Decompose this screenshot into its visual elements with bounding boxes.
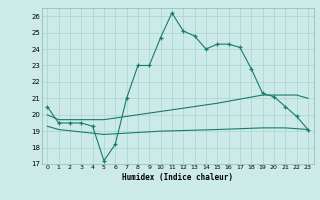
X-axis label: Humidex (Indice chaleur): Humidex (Indice chaleur)	[122, 173, 233, 182]
